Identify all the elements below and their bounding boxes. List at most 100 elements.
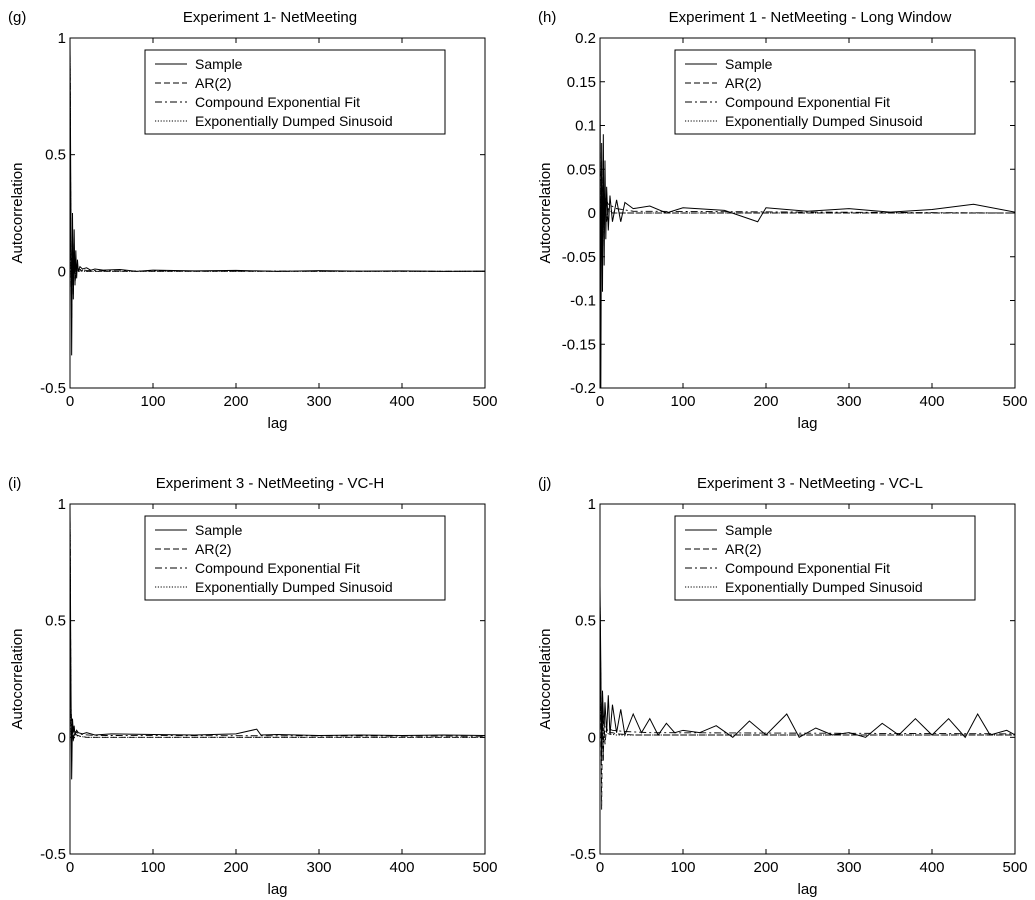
y-tick-label: 0	[58, 263, 66, 280]
y-tick-label: 0.05	[567, 161, 596, 178]
panel-letter: (g)	[8, 9, 26, 26]
x-tick-label: 300	[306, 393, 331, 410]
legend-entry: Sample	[195, 522, 243, 538]
panel-letter: (h)	[538, 9, 556, 26]
chart-panel-0: (g) Experiment 1- NetMeeting 0 100 200 300 400…	[8, 9, 498, 432]
y-tick-label: 0	[58, 729, 66, 746]
x-tick-label: 200	[223, 393, 248, 410]
x-tick-label: 300	[836, 393, 861, 410]
x-tick-label: 0	[596, 859, 604, 876]
legend: Sample AR(2) Compound Exponential Fit Expon…	[674, 49, 976, 135]
series-group	[600, 38, 1015, 388]
legend: Sample AR(2) Compound Exponential Fit Expon…	[674, 515, 976, 601]
x-tick-label: 300	[836, 859, 861, 876]
y-axis-label: Autocorrelation	[537, 163, 554, 264]
y-axis-label: Autocorrelation	[537, 629, 554, 730]
x-tick-label: 100	[670, 859, 695, 876]
y-tick-label: -0.05	[562, 249, 596, 266]
series-line-dashed	[600, 125, 1015, 284]
y-tick-label: 0.15	[567, 74, 596, 91]
legend-box	[144, 515, 446, 601]
legend-entry: Sample	[725, 522, 773, 538]
series-line-dashed	[600, 597, 1015, 810]
y-tick-label: -0.5	[40, 380, 66, 397]
series-line-dotted	[70, 38, 485, 295]
x-tick-label: 400	[389, 393, 414, 410]
series-line-dotted	[600, 142, 1015, 275]
y-axis-label: Autocorrelation	[9, 629, 26, 730]
legend-entry: Sample	[195, 56, 243, 72]
x-tick-label: 200	[223, 859, 248, 876]
legend-entry: Exponentially Dumped Sinusoid	[725, 579, 923, 595]
legend-entry: AR(2)	[195, 75, 232, 91]
x-tick-label: 100	[140, 393, 165, 410]
chart-panel-3: (j) Experiment 3 - NetMeeting - VC-L 0 100 2…	[537, 475, 1028, 898]
legend-entry: Exponentially Dumped Sinusoid	[725, 113, 923, 129]
legend-box	[674, 49, 976, 135]
y-tick-label: 1	[58, 496, 66, 513]
series-line-dotted	[70, 504, 485, 750]
y-tick-label: -0.1	[570, 293, 596, 310]
panel-letter: (j)	[538, 475, 551, 492]
y-tick-label: 0.5	[45, 147, 66, 164]
legend-entry: Exponentially Dumped Sinusoid	[195, 579, 393, 595]
legend: Sample AR(2) Compound Exponential Fit Expon…	[144, 49, 446, 135]
series-line-dashdot	[600, 597, 1015, 735]
chart-title: Experiment 1 - NetMeeting - Long Window	[669, 9, 952, 26]
axes-frame	[599, 503, 1016, 855]
chart-title: Experiment 1- NetMeeting	[183, 9, 357, 26]
chart-panel-1: (h) Experiment 1 - NetMeeting - Long Wind…	[537, 9, 1028, 432]
series-group	[600, 585, 1015, 810]
y-tick-label: 0.2	[575, 30, 596, 47]
series-line-dashed	[70, 38, 485, 319]
y-tick-label: 1	[58, 30, 66, 47]
x-tick-label: 200	[753, 393, 778, 410]
axes-frame	[69, 37, 486, 389]
y-tick-label: -0.15	[562, 336, 596, 353]
x-tick-label: 400	[919, 859, 944, 876]
y-tick-label: -0.5	[570, 846, 596, 863]
legend-entry: AR(2)	[725, 75, 762, 91]
y-tick-label: 0	[588, 729, 596, 746]
legend-entry: Compound Exponential Fit	[195, 94, 360, 110]
x-tick-label: 500	[472, 859, 497, 876]
x-axis-label: lag	[267, 881, 287, 898]
x-tick-label: 0	[66, 393, 74, 410]
chart-panel-2: (i) Experiment 3 - NetMeeting - VC-H 0 100 2…	[8, 475, 498, 898]
y-tick-label: -0.2	[570, 380, 596, 397]
x-axis-label: lag	[267, 415, 287, 432]
legend-entry: Sample	[725, 56, 773, 72]
axes-frame	[69, 503, 486, 855]
y-tick-label: 0.5	[45, 613, 66, 630]
legend-entry: Compound Exponential Fit	[195, 560, 360, 576]
x-tick-label: 200	[753, 859, 778, 876]
y-axis-label: Autocorrelation	[9, 163, 26, 264]
x-tick-label: 500	[1002, 859, 1027, 876]
y-tick-label: -0.5	[40, 846, 66, 863]
legend-box	[144, 49, 446, 135]
legend-entry: Compound Exponential Fit	[725, 560, 890, 576]
legend-entry: AR(2)	[725, 541, 762, 557]
x-tick-label: 0	[66, 859, 74, 876]
y-tick-label: 0.5	[575, 613, 596, 630]
series-line-dotted	[600, 597, 1015, 750]
y-tick-label: 0	[588, 205, 596, 222]
x-axis-label: lag	[797, 415, 817, 432]
x-tick-label: 0	[596, 393, 604, 410]
x-tick-label: 500	[1002, 393, 1027, 410]
series-group	[70, 504, 485, 780]
legend-entry: Compound Exponential Fit	[725, 94, 890, 110]
x-tick-label: 100	[670, 393, 695, 410]
chart-title: Experiment 3 - NetMeeting - VC-L	[697, 475, 923, 492]
x-axis-label: lag	[797, 881, 817, 898]
legend-entry: AR(2)	[195, 541, 232, 557]
x-tick-label: 100	[140, 859, 165, 876]
legend-box	[674, 515, 976, 601]
x-tick-label: 500	[472, 393, 497, 410]
x-tick-label: 300	[306, 859, 331, 876]
chart-title: Experiment 3 - NetMeeting - VC-H	[156, 475, 384, 492]
series-group	[70, 38, 485, 356]
y-tick-label: 1	[588, 496, 596, 513]
y-tick-label: 0.1	[575, 118, 596, 135]
